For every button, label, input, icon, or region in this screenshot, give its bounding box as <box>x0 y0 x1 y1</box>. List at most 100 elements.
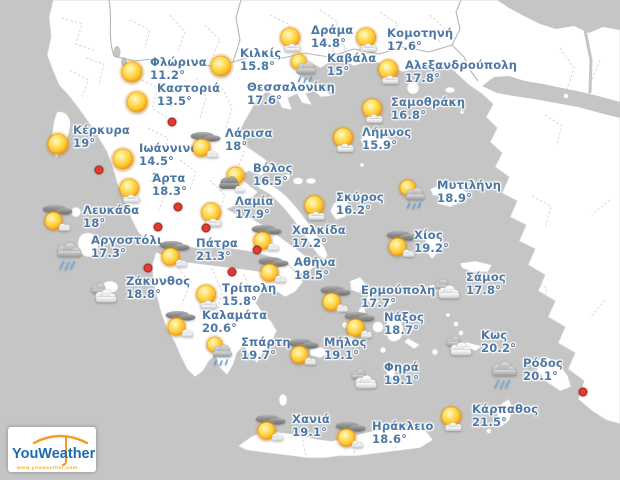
city-label[interactable]: Κως 20.2° <box>481 329 516 354</box>
city-label[interactable]: Χίος 19.2° <box>414 229 449 254</box>
city-label[interactable]: Λαμία 17.9° <box>235 195 274 220</box>
city-label[interactable]: Λευκάδα 18° <box>83 204 139 229</box>
city-label[interactable]: Φηρά 19.1° <box>384 361 419 386</box>
youweather-logo[interactable]: YouWeather www.youweather.com <box>8 427 96 472</box>
city-label[interactable]: Σαμοθράκη 16.8° <box>391 96 465 121</box>
city-label[interactable]: Βόλος 16.5° <box>253 162 293 187</box>
city-label[interactable]: Κέρκυρα 19° <box>73 124 130 149</box>
cloud-icon[interactable] <box>345 360 381 396</box>
city-name: Πάτρα <box>196 236 238 250</box>
city-label[interactable]: Αργοστόλι 17.3° <box>91 234 162 259</box>
sun-rain-icon[interactable] <box>203 333 239 369</box>
city-label[interactable]: Τρίπολη 15.8° <box>222 282 276 307</box>
sun-icon[interactable] <box>105 141 141 177</box>
city-label[interactable]: Καλαμάτα 20.6° <box>202 309 267 334</box>
sun-cloud-icon[interactable] <box>298 191 334 227</box>
city-temperature: 16.5° <box>253 173 289 188</box>
cloud-sun-icon[interactable] <box>163 307 199 343</box>
city-temperature: 19.7° <box>241 347 277 362</box>
sun-rain-icon[interactable] <box>396 176 432 212</box>
city-label[interactable]: Φλώρινα 11.2° <box>150 56 207 81</box>
city-name: Φλώρινα <box>150 55 207 69</box>
bosphorus-strait <box>583 28 593 94</box>
city-label[interactable]: Λήμνος 15.9° <box>362 126 411 151</box>
sun-cloud-icon[interactable] <box>372 55 408 91</box>
city-temperature: 15.8° <box>240 58 276 73</box>
city-temperature: 21.5° <box>472 414 508 429</box>
city-temperature: 18° <box>225 138 248 153</box>
euboea-island <box>257 182 328 259</box>
city-label[interactable]: Δράμα 14.8° <box>311 24 353 49</box>
city-label[interactable]: Αλεξανδρούπολη 17.8° <box>405 59 517 84</box>
city-label[interactable]: Μυτιλήνη 18.9° <box>437 179 501 204</box>
cloud-icon[interactable] <box>85 274 121 310</box>
city-name: Λήμνος <box>362 125 412 139</box>
district-borders <box>61 9 611 458</box>
city-name: Μυτιλήνη <box>437 178 502 192</box>
city-label[interactable]: Λάρισα 18° <box>225 127 273 152</box>
city-label[interactable]: Κάρπαθος 21.5° <box>472 403 538 428</box>
rain-icon[interactable] <box>51 237 87 273</box>
city-label[interactable]: Ιωάννινα 14.5° <box>139 142 199 167</box>
sun-icon[interactable] <box>203 48 239 84</box>
city-label[interactable]: Σπάρτη 19.7° <box>241 336 291 361</box>
city-temperature: 20.1° <box>523 368 559 383</box>
rain-icon[interactable] <box>486 356 522 392</box>
city-label[interactable]: Κομοτηνή 17.6° <box>387 27 453 52</box>
sun-cloud-icon[interactable] <box>435 402 471 438</box>
city-label[interactable]: Κιλκίς 15.8° <box>240 47 281 72</box>
city-temperature: 20.6° <box>202 320 238 335</box>
cloud-icon[interactable] <box>428 270 464 306</box>
cloud-sun-icon[interactable] <box>286 335 322 371</box>
city-label[interactable]: Χαλκίδα 17.2° <box>292 224 346 249</box>
sun-icon[interactable] <box>40 126 76 162</box>
city-label[interactable]: Καστοριά 13.5° <box>157 82 220 107</box>
city-label[interactable]: Πάτρα 21.3° <box>196 237 238 262</box>
city-label[interactable]: Ζάκυνθος 18.8° <box>126 275 190 300</box>
logo-website-text: www.youweather.com <box>16 465 78 471</box>
city-temperature: 17.8° <box>405 70 441 85</box>
city-name: Χίος <box>414 228 443 242</box>
sun-icon[interactable] <box>119 84 155 120</box>
city-label[interactable]: Αθήνα 18.5° <box>294 256 336 281</box>
cloud-sun-icon[interactable] <box>40 201 76 237</box>
city-label[interactable]: Μήλος 19.1° <box>324 336 367 361</box>
city-label[interactable]: Ρόδος 20.1° <box>523 357 563 382</box>
city-label[interactable]: Ερμούπολη 17.7° <box>361 284 435 309</box>
city-name: Κέρκυρα <box>73 123 131 137</box>
city-temperature: 19.1° <box>384 372 420 387</box>
city-label[interactable]: Νάξος 18.7° <box>384 311 424 336</box>
city-label[interactable]: Θεσσαλονίκη 17.6° <box>247 81 335 106</box>
city-label[interactable]: Άρτα 18.3° <box>152 172 187 197</box>
cloud-sun-icon[interactable] <box>342 308 378 344</box>
city-label[interactable]: Σάμος 17.8° <box>466 271 506 296</box>
cloud-sun-icon[interactable] <box>253 411 289 447</box>
city-marker-dot <box>578 387 588 397</box>
cloud-sun-icon[interactable] <box>188 128 224 164</box>
city-label[interactable]: Χανιά 19.1° <box>292 413 330 438</box>
city-temperature: 14.8° <box>311 35 347 50</box>
cloud-sun-icon[interactable] <box>333 418 369 454</box>
cloud-icon[interactable] <box>440 327 476 363</box>
city-temperature: 15.9° <box>362 137 398 152</box>
city-name: Κομοτηνή <box>387 26 454 40</box>
sun-cloud-icon[interactable] <box>195 198 231 234</box>
black-sea <box>497 0 620 33</box>
city-label[interactable]: Σκύρος 16.2° <box>336 191 384 216</box>
umbrella-rib <box>40 435 80 441</box>
city-label[interactable]: Ηράκλειο 18.6° <box>372 420 434 445</box>
city-temperature: 17.6° <box>247 92 283 107</box>
city-label[interactable]: Καβάλα 15° <box>327 52 376 77</box>
sun-cloud-icon[interactable] <box>327 123 363 159</box>
cloud-sun-icon[interactable] <box>157 237 193 273</box>
